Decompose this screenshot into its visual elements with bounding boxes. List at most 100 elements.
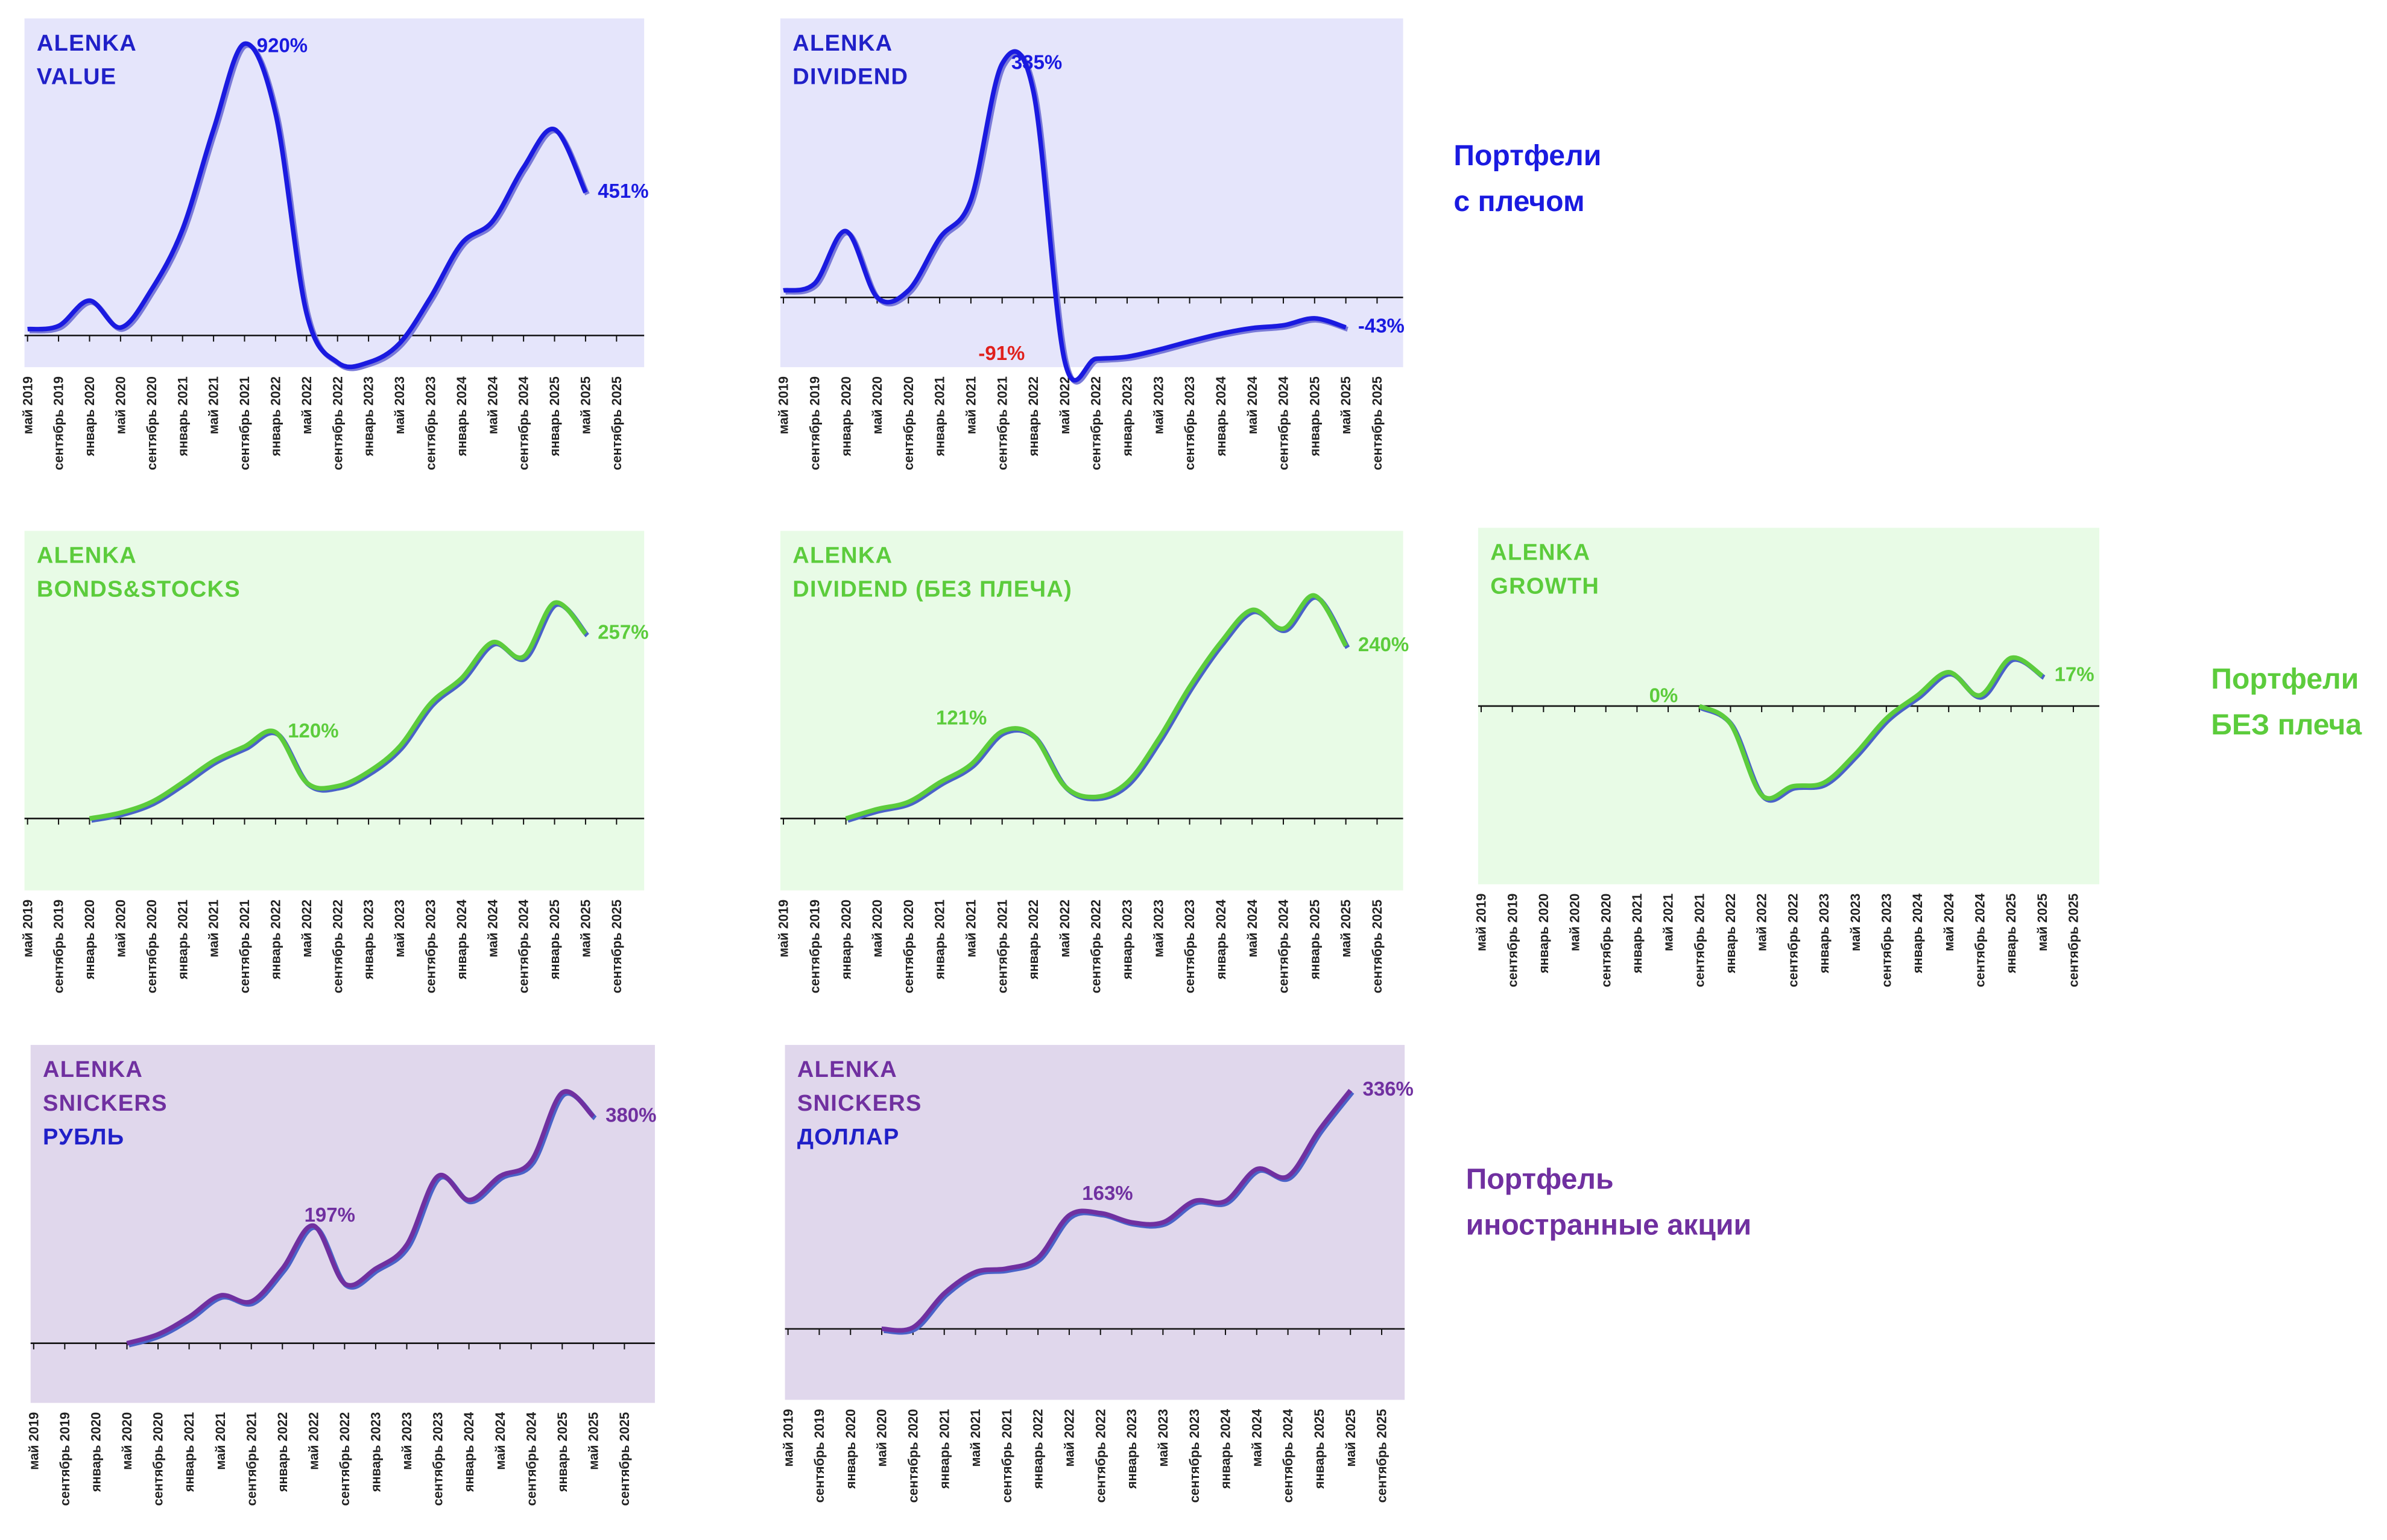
line <box>89 600 587 821</box>
x-tick-label: май 2021 <box>968 1409 983 1467</box>
x-tick-label: сентябрь 2025 <box>1374 1409 1390 1503</box>
x-tick-label: май 2022 <box>1754 894 1769 951</box>
x-tick-label: сентябрь 2021 <box>994 376 1010 470</box>
x-tick-label: май 2022 <box>299 900 314 958</box>
x-tick-label: сентябрь 2024 <box>523 1412 539 1506</box>
x-tick-label: январь 2021 <box>175 376 190 456</box>
line <box>881 1088 1353 1333</box>
value-label: 0% <box>1649 684 1678 706</box>
x-tick-label: сентябрь 2023 <box>1182 376 1197 470</box>
chart-title: ALENKA <box>37 543 137 569</box>
x-tick-label: май 2019 <box>20 376 35 434</box>
section-label: Портфели <box>1453 139 1601 172</box>
x-tick-label: январь 2024 <box>1213 900 1228 980</box>
x-tick-label: сентябрь 2020 <box>901 900 916 994</box>
x-tick-label: май 2019 <box>20 900 35 958</box>
value-label: -91% <box>978 342 1025 364</box>
x-tick-label: сентябрь 2022 <box>1785 894 1800 988</box>
plot-background <box>24 18 645 367</box>
section-label: Портфель <box>1466 1163 1614 1195</box>
x-tick-label: май 2021 <box>964 900 979 958</box>
x-tick-label: сентябрь 2023 <box>431 1412 446 1506</box>
x-tick-label: сентябрь 2025 <box>1370 900 1385 994</box>
x-tick-label: май 2020 <box>870 376 885 434</box>
x-tick-label: май 2021 <box>1661 894 1676 951</box>
chart-panel: май 2019 сентябрь 2019 январь 2020 май 2020… <box>20 18 649 470</box>
x-tick-label: май 2023 <box>1151 900 1166 958</box>
x-tick-label: сентябрь 2023 <box>423 900 438 994</box>
x-tick-label: сентябрь 2021 <box>237 376 252 470</box>
x-tick-label: май 2023 <box>399 1412 414 1470</box>
x-tick-label: сентябрь 2022 <box>1093 1409 1108 1503</box>
x-tick-label: сентябрь 2021 <box>1692 894 1707 988</box>
x-tick-label: январь 2022 <box>268 376 283 456</box>
x-tick-label: январь 2021 <box>182 1412 197 1492</box>
x-tick-label: май 2020 <box>874 1409 890 1467</box>
x-tick-label: сентябрь 2022 <box>330 376 345 470</box>
line <box>27 41 588 370</box>
x-tick-label: сентябрь 2024 <box>516 376 531 470</box>
x-tick-label: январь 2025 <box>1307 376 1322 456</box>
x-tick-label: май 2019 <box>776 900 791 958</box>
chart-panel: май 2019 сентябрь 2019 январь 2020 май 2020… <box>1474 528 2100 988</box>
x-tick-label: сентябрь 2023 <box>1182 900 1197 994</box>
x-tick-label: сентябрь 2019 <box>1505 894 1520 988</box>
x-tick-label: январь 2021 <box>932 376 947 456</box>
value-label: 451% <box>598 180 648 202</box>
x-tick-label: январь 2024 <box>454 900 469 980</box>
chart-title: ALENKA <box>37 31 137 56</box>
x-tick-label: январь 2023 <box>1124 1409 1139 1489</box>
x-tick-label: январь 2023 <box>1120 900 1135 980</box>
x-tick-label: май 2023 <box>1156 1409 1171 1467</box>
x-tick-label: январь 2020 <box>838 900 853 980</box>
value-label: 257% <box>598 621 648 643</box>
x-tick-label: январь 2024 <box>454 376 469 456</box>
x-tick-label: май 2025 <box>578 376 593 434</box>
line <box>126 1089 595 1346</box>
x-tick-label: январь 2020 <box>89 1412 104 1492</box>
x-tick-label: сентябрь 2022 <box>1089 376 1104 470</box>
chart-title: SNICKERS <box>797 1091 922 1116</box>
x-tick-label: январь 2023 <box>1120 376 1135 456</box>
x-tick-label: январь 2025 <box>1312 1409 1327 1489</box>
x-tick-label: сентябрь 2019 <box>807 376 822 470</box>
x-tick-label: январь 2020 <box>82 900 97 980</box>
x-tick-label: май 2022 <box>306 1412 321 1470</box>
x-tick-label: сентябрь 2023 <box>423 376 438 470</box>
x-tick-label: сентябрь 2025 <box>617 1412 632 1506</box>
x-tick-label: май 2021 <box>206 900 221 958</box>
x-tick-label: январь 2023 <box>1816 894 1832 974</box>
chart-title: ДОЛЛАР <box>797 1125 900 1150</box>
value-label: 17% <box>2055 663 2095 685</box>
chart-title: ALENKA <box>1490 540 1590 566</box>
x-tick-label: январь 2022 <box>1031 1409 1046 1489</box>
x-tick-label: май 2025 <box>2035 894 2050 951</box>
x-tick-label: май 2021 <box>213 1412 228 1470</box>
x-tick-label: сентябрь 2023 <box>1879 894 1894 988</box>
x-tick-label: сентябрь 2020 <box>1598 894 1613 988</box>
x-tick-label: май 2019 <box>780 1409 795 1467</box>
x-tick-label: январь 2021 <box>932 900 947 980</box>
x-tick-label: май 2022 <box>299 376 314 434</box>
x-tick-label: январь 2025 <box>2003 894 2019 974</box>
x-tick-label: январь 2021 <box>175 900 190 980</box>
x-tick-label: сентябрь 2022 <box>330 900 345 994</box>
value-label: 336% <box>1363 1078 1414 1100</box>
x-tick-label: январь 2023 <box>361 376 376 456</box>
value-label: 335% <box>1011 51 1062 73</box>
x-tick-label: сентябрь 2020 <box>901 376 916 470</box>
x-tick-label: май 2023 <box>1151 376 1166 434</box>
x-tick-label: май 2019 <box>776 376 791 434</box>
x-tick-label: сентябрь 2025 <box>1370 376 1385 470</box>
x-tick-label: май 2024 <box>1245 376 1260 434</box>
x-tick-label: сентябрь 2019 <box>812 1409 827 1503</box>
x-tick-label: май 2024 <box>493 1412 508 1470</box>
line <box>783 49 1347 383</box>
x-tick-label: сентябрь 2021 <box>244 1412 259 1506</box>
x-tick-label: январь 2020 <box>1536 894 1551 974</box>
x-tick-label: май 2023 <box>1848 894 1863 951</box>
chart-title: ALENKA <box>797 1057 897 1082</box>
x-tick-label: сентябрь 2025 <box>2066 894 2081 988</box>
x-tick-label: январь 2023 <box>368 1412 384 1492</box>
